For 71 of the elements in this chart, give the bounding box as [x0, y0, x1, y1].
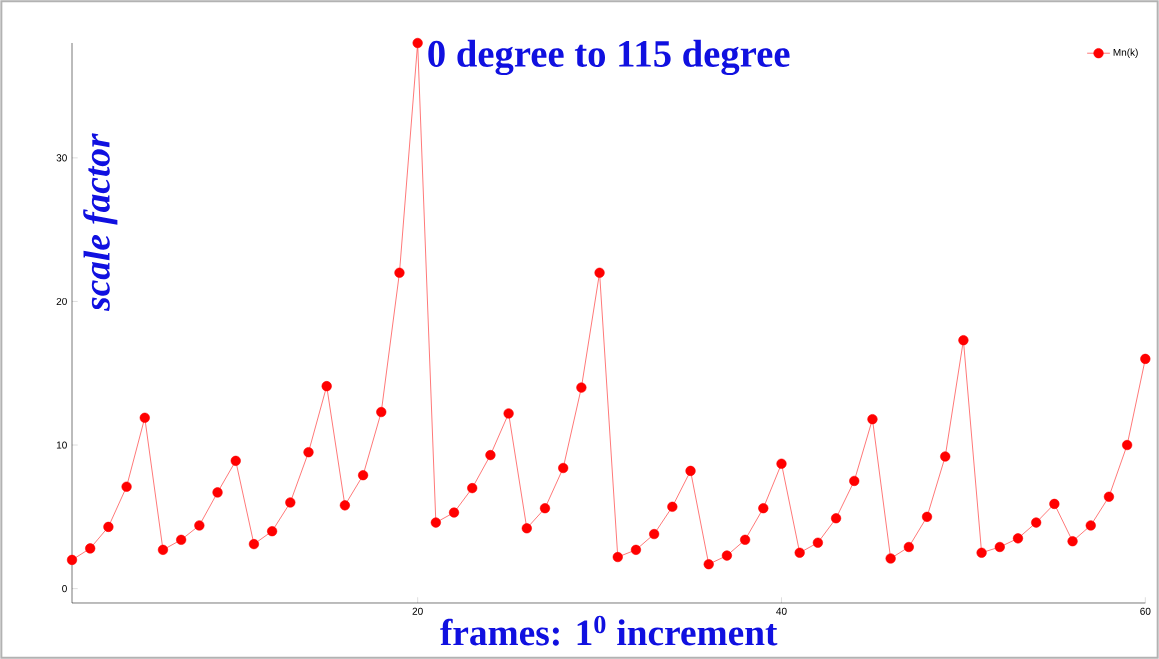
point	[212, 487, 223, 498]
point	[849, 475, 860, 486]
point	[758, 503, 769, 514]
point	[267, 526, 278, 537]
point	[721, 550, 732, 561]
point	[685, 465, 696, 476]
point	[321, 381, 332, 392]
point	[649, 529, 660, 540]
point	[1031, 517, 1042, 528]
legend-label: Mn(k)	[1113, 48, 1138, 58]
point	[539, 503, 551, 514]
point	[958, 335, 969, 346]
y-tick-label: 20	[56, 297, 67, 305]
point	[1122, 439, 1133, 451]
point	[794, 547, 805, 558]
point	[994, 541, 1005, 553]
point	[430, 517, 441, 528]
x-tick-label: 60	[1140, 607, 1151, 615]
point	[521, 523, 532, 534]
point	[703, 559, 714, 570]
point	[1049, 498, 1060, 509]
point	[885, 553, 896, 564]
point	[412, 37, 423, 49]
point	[1140, 353, 1151, 364]
point	[1085, 520, 1096, 531]
x-tick-label: 40	[776, 607, 787, 615]
point	[339, 500, 350, 511]
point	[66, 554, 78, 565]
point	[831, 513, 842, 524]
point	[303, 447, 314, 458]
point	[176, 534, 187, 545]
point	[448, 507, 460, 518]
point	[940, 451, 951, 462]
point	[576, 382, 587, 393]
point	[776, 458, 787, 469]
point	[121, 481, 132, 492]
point	[612, 551, 623, 563]
y-tick-label: 30	[56, 154, 67, 162]
point	[594, 267, 605, 278]
point	[230, 455, 241, 466]
point	[667, 501, 678, 512]
chart-title: 0 degree to 115 degree	[428, 39, 790, 76]
point	[1067, 536, 1078, 547]
point	[921, 511, 933, 522]
x-tick-label: 20	[412, 607, 423, 615]
point	[194, 520, 205, 531]
point	[867, 414, 878, 425]
point	[157, 544, 169, 555]
point	[103, 521, 114, 532]
point	[376, 406, 387, 418]
point	[358, 470, 369, 481]
x-axis-title: frames: 1$^{0}$ increment	[440, 615, 778, 646]
point	[1103, 491, 1115, 502]
point	[139, 412, 150, 423]
point	[285, 497, 296, 508]
y-tick-label: 0	[62, 585, 67, 593]
point	[467, 483, 478, 494]
point	[503, 408, 514, 419]
point	[485, 450, 496, 461]
point	[740, 534, 751, 545]
point	[630, 544, 642, 555]
y-tick-label: 10	[56, 441, 67, 449]
point	[903, 541, 914, 553]
point	[1012, 533, 1024, 544]
point	[248, 539, 259, 550]
point	[558, 462, 569, 474]
point	[812, 537, 823, 548]
y-axis-title: scale factor	[83, 133, 118, 312]
point	[976, 547, 987, 558]
point	[85, 543, 96, 554]
point	[394, 267, 405, 278]
